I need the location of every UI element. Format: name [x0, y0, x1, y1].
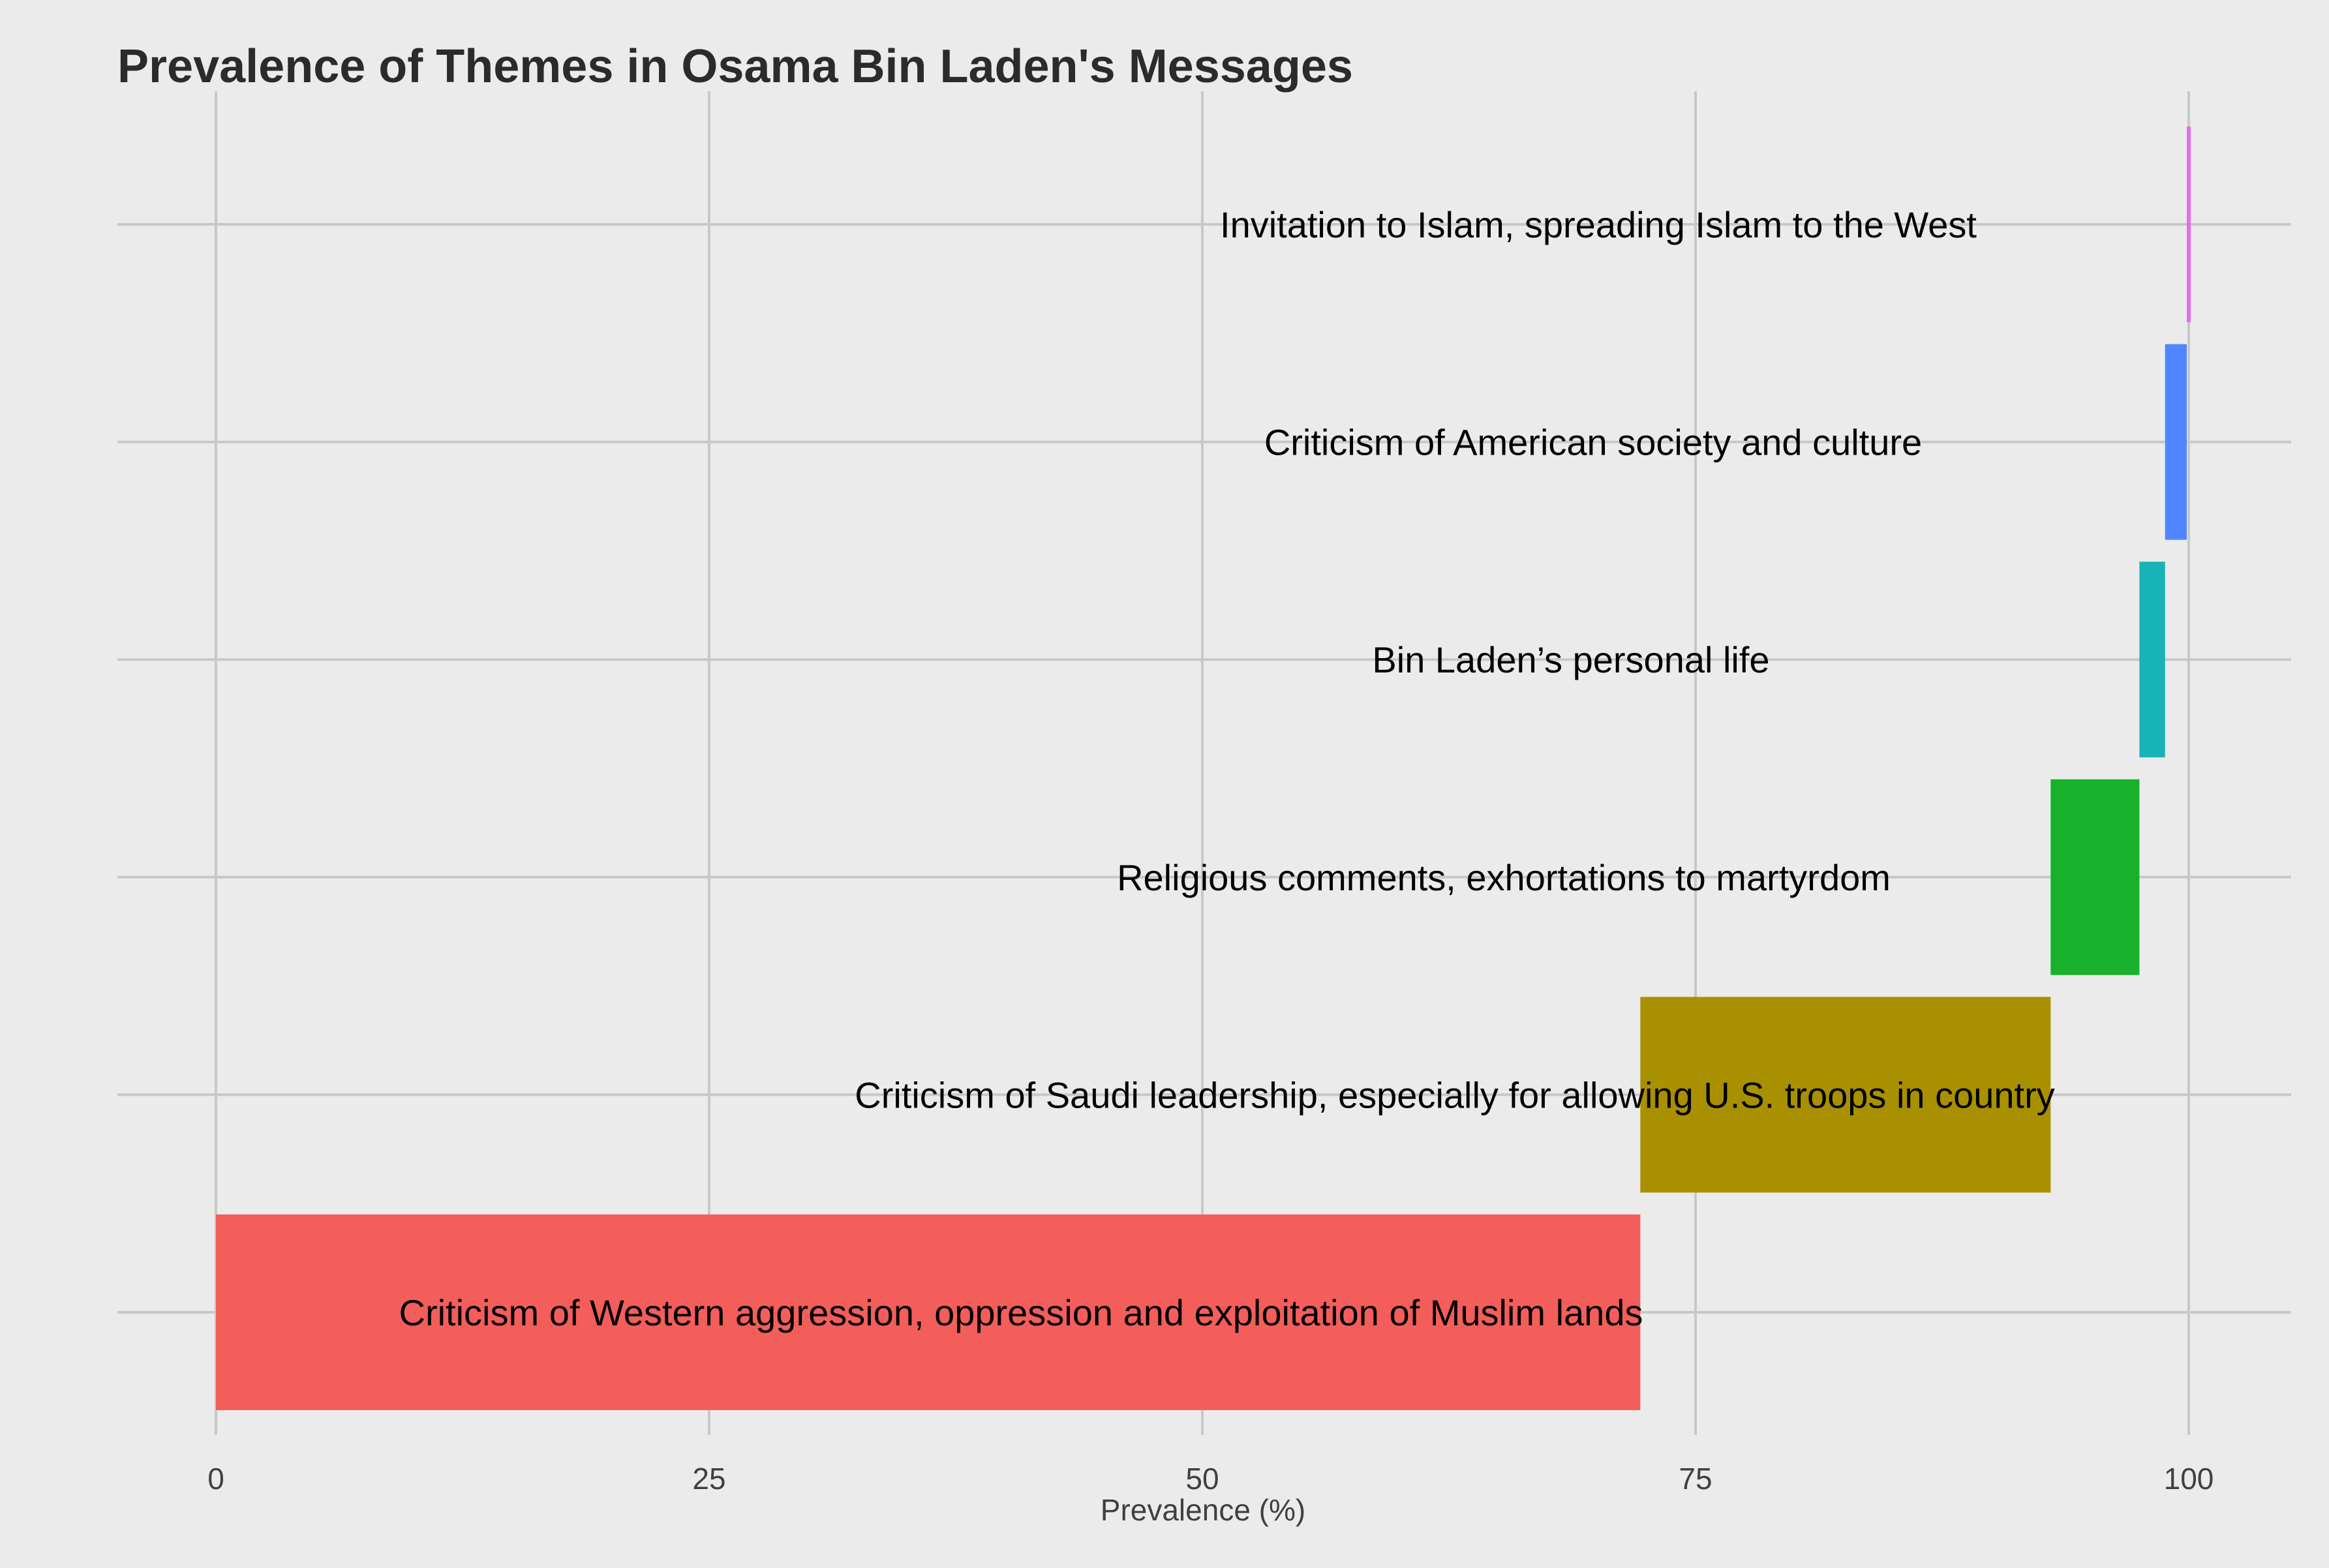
x-axis-ticks: 0 25 50 75 100: [207, 1462, 2214, 1496]
bar: [2186, 127, 2191, 322]
x-tick-label: 25: [692, 1462, 725, 1496]
x-axis-title: Prevalence (%): [1101, 1493, 1305, 1527]
x-tick-label: 75: [1679, 1462, 1712, 1496]
bar: [2165, 344, 2187, 540]
x-tick-label: 0: [207, 1462, 224, 1496]
bar-label: Bin Laden’s personal life: [1372, 639, 1769, 680]
bar: [2050, 779, 2140, 975]
bar-label: Invitation to Islam, spreading Islam to …: [1220, 204, 1977, 245]
bar-label: Criticism of American society and cultur…: [1264, 422, 1922, 463]
bar: [1640, 997, 2051, 1193]
bar-labels: Criticism of Western aggression, oppress…: [399, 204, 2055, 1333]
bar: [2139, 562, 2165, 758]
bar-label: Religious comments, exhortations to mart…: [1117, 857, 1891, 898]
bar-label: Criticism of Saudi leadership, especiall…: [855, 1074, 2054, 1115]
bar: [216, 1214, 1641, 1410]
chart-title: Prevalence of Themes in Osama Bin Laden'…: [117, 40, 1353, 93]
bars: [216, 127, 2191, 1410]
bar-label: Criticism of Western aggression, oppress…: [399, 1292, 1643, 1333]
x-tick-label: 50: [1185, 1462, 1219, 1496]
x-tick-label: 100: [2164, 1462, 2214, 1496]
